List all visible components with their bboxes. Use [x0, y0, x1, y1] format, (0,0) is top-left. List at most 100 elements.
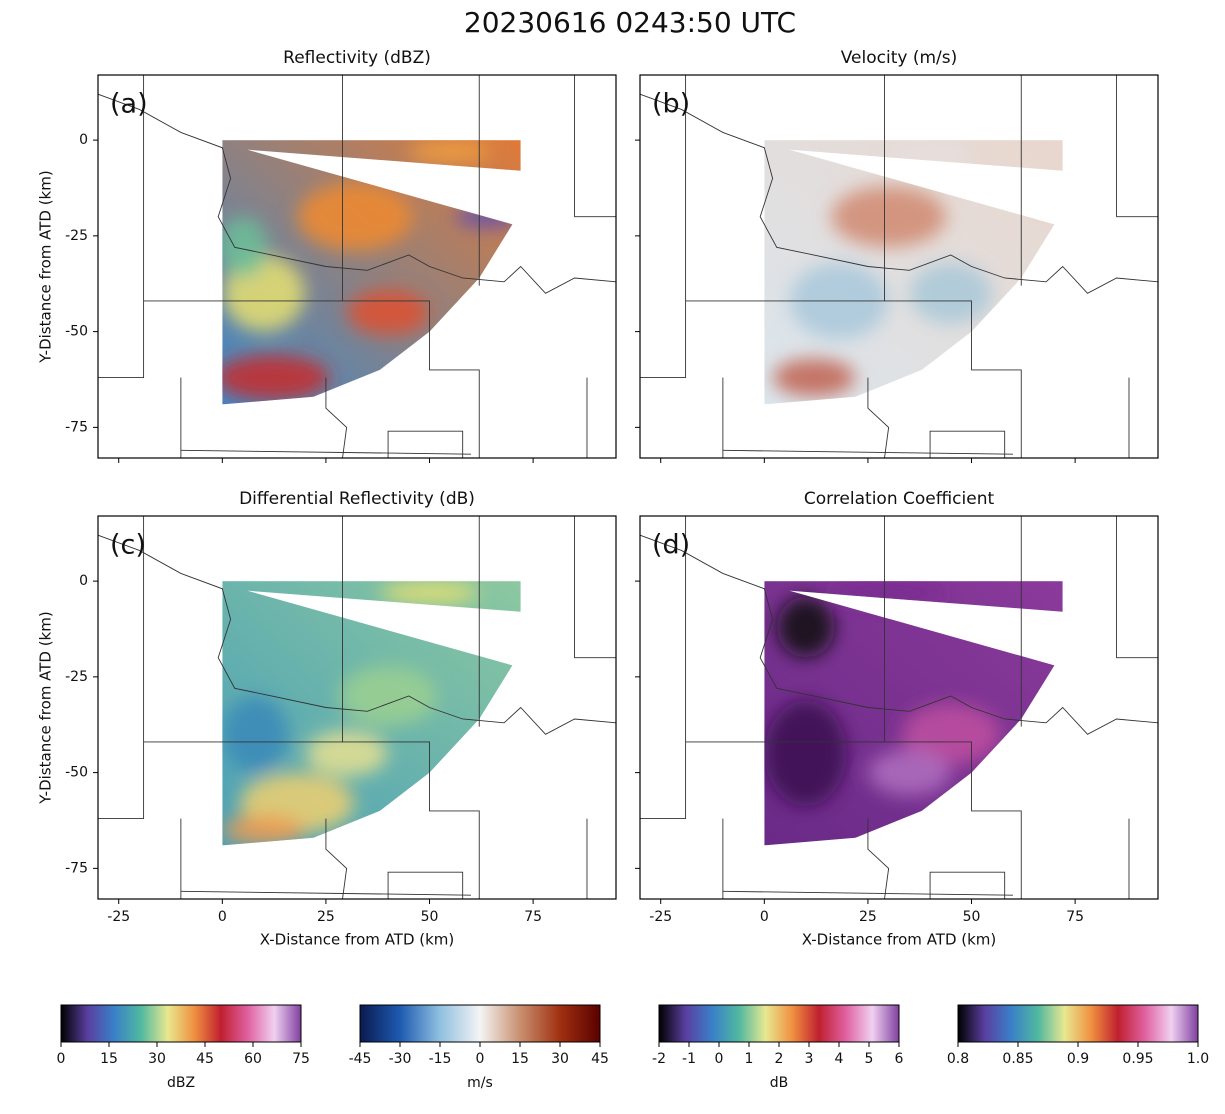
x-tick-label: 75 — [1066, 909, 1084, 925]
map-boundary — [1116, 516, 1158, 659]
x-tick-label: 0 — [760, 909, 769, 925]
radar-field — [222, 581, 521, 846]
colorbar-tick-label: 0.8 — [947, 1051, 969, 1067]
panel-frame — [97, 74, 617, 459]
map-boundary — [722, 890, 1013, 896]
x-axis-label: X-Distance from ATD (km) — [802, 931, 997, 949]
colorbar-tick-label: 45 — [591, 1051, 609, 1067]
panel-label: (c) — [110, 530, 146, 561]
colorbar — [658, 1004, 900, 1043]
radar-echo — [831, 581, 947, 604]
radar-echo — [222, 354, 330, 401]
y-tick-label: -25 — [65, 228, 88, 244]
colorbar-tick-label: 30 — [148, 1051, 166, 1067]
map-boundary — [98, 516, 145, 820]
map-boundary — [640, 516, 687, 820]
colorbar-tick-label: 5 — [865, 1051, 874, 1067]
y-tick-label: -50 — [65, 765, 88, 781]
panel-label: (b) — [652, 89, 690, 120]
radar-field — [222, 140, 521, 405]
map-boundary — [685, 741, 1022, 899]
map-boundary — [143, 741, 480, 899]
map-boundary — [97, 93, 617, 294]
panel-label: (a) — [110, 89, 148, 120]
colorbar-tick-label: 15 — [100, 1051, 118, 1067]
y-tick-label: -25 — [65, 669, 88, 685]
map-boundary — [97, 534, 617, 735]
y-tick-label: -75 — [65, 860, 88, 876]
x-tick-label: 50 — [963, 909, 981, 925]
y-axis-label: Y-Distance from ATD (km) — [37, 170, 55, 363]
radar-echo — [909, 262, 992, 324]
x-tick-label: 50 — [421, 909, 439, 925]
x-tick-label: -25 — [649, 909, 672, 925]
panel-label: (d) — [652, 530, 690, 561]
colorbar-tick-label: -45 — [349, 1051, 372, 1067]
map-boundary — [722, 449, 1013, 455]
colorbar-tick-label: 2 — [775, 1051, 784, 1067]
figure-title: 20230616 0243:50 UTC — [464, 6, 796, 39]
map-boundary — [929, 871, 1006, 899]
map-boundary — [574, 75, 616, 218]
radar-echo — [305, 730, 388, 777]
colorbar-tick-label: 0.95 — [1122, 1051, 1153, 1067]
radar-echo — [409, 140, 492, 164]
map-boundary — [929, 430, 1006, 458]
colorbar — [359, 1004, 601, 1043]
map-boundary — [574, 516, 616, 659]
radar-echo — [347, 289, 430, 336]
panel-title: Correlation Coefficient — [804, 489, 995, 509]
map-boundary — [325, 377, 348, 459]
colorbar-tick-label: 1 — [745, 1051, 754, 1067]
panel-frame — [639, 515, 1159, 900]
map-boundary — [1116, 75, 1158, 218]
radar-echo — [222, 696, 289, 773]
colorbar-tick-label: 15 — [511, 1051, 529, 1067]
colorbar-label: dB — [770, 1075, 789, 1091]
y-tick-label: 0 — [79, 573, 88, 589]
colorbar-tick-label: -30 — [389, 1051, 412, 1067]
colorbar-tick-label: 0 — [57, 1051, 66, 1067]
radar-echo — [454, 205, 521, 229]
x-tick-label: 25 — [317, 909, 335, 925]
colorbar-tick-label: 0.85 — [1002, 1051, 1033, 1067]
radar-echo — [222, 814, 305, 846]
radar-blobs — [764, 581, 1000, 807]
map-boundary — [640, 75, 687, 379]
map-boundary — [639, 93, 1159, 294]
radar-echo — [831, 186, 947, 248]
panel-title: Differential Reflectivity (dB) — [239, 489, 475, 509]
radar-field — [764, 140, 1063, 405]
colorbar-tick-label: -15 — [429, 1051, 452, 1067]
panel-frame — [639, 74, 1159, 459]
panel-frame — [97, 515, 617, 900]
radar-echo — [222, 216, 268, 278]
y-tick-label: -75 — [65, 419, 88, 435]
map-boundary — [867, 818, 890, 900]
map-boundary — [98, 75, 145, 379]
map-boundary — [143, 300, 480, 458]
x-tick-label: -25 — [107, 909, 130, 925]
colorbar-tick-label: 6 — [895, 1051, 904, 1067]
colorbar-tick-label: 1.0 — [1187, 1051, 1209, 1067]
y-axis-label: Y-Distance from ATD (km) — [37, 611, 55, 804]
x-tick-label: 75 — [524, 909, 542, 925]
colorbar-tick-label: 60 — [244, 1051, 262, 1067]
radar-echo — [889, 144, 972, 167]
radar-echo — [764, 700, 847, 807]
panel-title: Reflectivity (dBZ) — [283, 48, 431, 68]
radar-echo — [777, 596, 835, 658]
colorbar — [60, 1004, 302, 1043]
colorbar-tick-label: 3 — [805, 1051, 814, 1067]
radar-echo — [297, 182, 413, 251]
colorbar-tick-label: -2 — [652, 1051, 666, 1067]
colorbar-tick-label: 45 — [196, 1051, 214, 1067]
map-boundary — [639, 534, 1159, 735]
map-boundary — [387, 430, 464, 458]
colorbar-tick-label: 0 — [476, 1051, 485, 1067]
colorbar-tick-label: 4 — [835, 1051, 844, 1067]
colorbar-tick-label: 0.9 — [1067, 1051, 1089, 1067]
colorbar-label: m/s — [467, 1075, 493, 1091]
map-boundary — [325, 818, 348, 900]
